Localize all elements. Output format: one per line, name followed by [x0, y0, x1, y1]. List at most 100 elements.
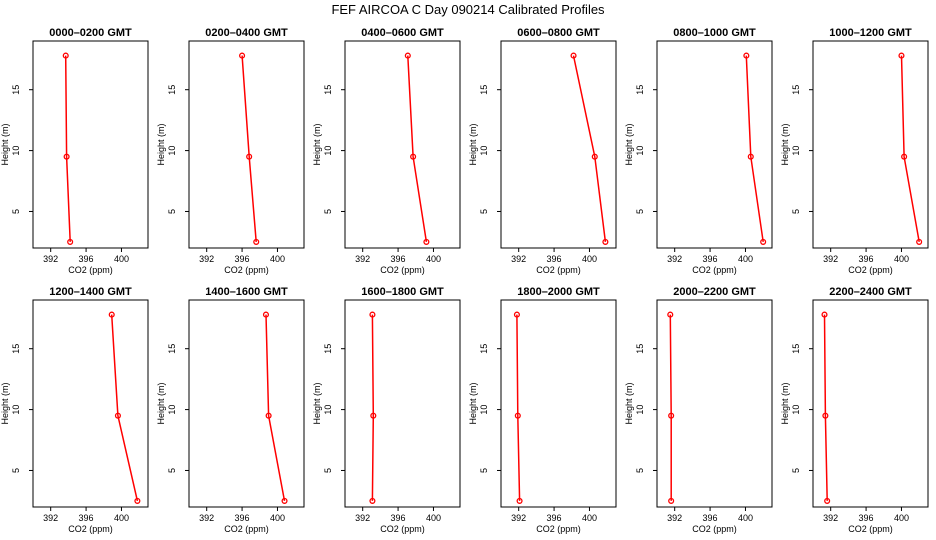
y-tick-label: 10 [11, 146, 21, 156]
data-point [901, 153, 908, 160]
data-point [824, 497, 831, 504]
y-tick-label: 10 [11, 405, 21, 415]
x-tick-label: 400 [894, 254, 909, 264]
x-tick-label: 396 [703, 513, 718, 523]
y-tick-label: 10 [167, 405, 177, 415]
plot-frame [188, 40, 305, 249]
data-point [253, 238, 260, 245]
data-point [668, 412, 675, 419]
y-tick-label: 15 [11, 344, 21, 354]
panel-title: 2000–2200 GMT [673, 286, 756, 298]
y-tick-label: 10 [635, 405, 645, 415]
panel-title: 1400–1600 GMT [205, 286, 288, 298]
x-tick-label: 396 [79, 254, 94, 264]
panel-title: 2200–2400 GMT [829, 286, 912, 298]
y-axis-label: Height (m) [624, 382, 634, 424]
y-tick-label: 15 [323, 344, 333, 354]
data-point [108, 311, 115, 318]
data-point [516, 497, 523, 504]
y-tick-label: 5 [479, 468, 489, 473]
y-tick-label: 10 [791, 146, 801, 156]
x-axis-label: CO2 (ppm) [692, 524, 737, 534]
x-tick-label: 392 [355, 513, 370, 523]
x-axis-label: CO2 (ppm) [848, 524, 893, 534]
x-axis-label: CO2 (ppm) [380, 524, 425, 534]
series-line [371, 314, 375, 501]
x-tick-label: 396 [547, 513, 562, 523]
panel-title: 0000–0200 GMT [49, 27, 132, 39]
y-axis-label: Height (m) [312, 123, 322, 165]
data-point [423, 238, 430, 245]
series-line [669, 314, 672, 501]
data-point [898, 52, 905, 59]
y-tick-label: 5 [323, 468, 333, 473]
data-point [114, 412, 121, 419]
panel-title: 0800–1000 GMT [673, 27, 756, 39]
data-point [62, 52, 69, 59]
panel-title: 1000–1200 GMT [829, 27, 912, 39]
series-line [265, 314, 286, 502]
x-axis-label: CO2 (ppm) [848, 265, 893, 275]
x-tick-label: 392 [823, 254, 838, 264]
plot-frame [500, 40, 617, 249]
x-tick-label: 396 [859, 513, 874, 523]
data-point [747, 153, 754, 160]
y-tick-label: 10 [479, 146, 489, 156]
x-tick-label: 392 [511, 254, 526, 264]
plot-frame [344, 299, 461, 508]
y-tick-label: 10 [167, 146, 177, 156]
y-tick-label: 15 [167, 344, 177, 354]
plot-frame [500, 299, 617, 508]
plot-frame [188, 299, 305, 508]
x-tick-label: 396 [391, 513, 406, 523]
data-point [134, 497, 141, 504]
x-tick-label: 400 [894, 513, 909, 523]
panel-title: 1800–2000 GMT [517, 286, 600, 298]
x-axis-label: CO2 (ppm) [224, 265, 269, 275]
figure-title: FEF AIRCOA C Day 090214 Calibrated Profi… [331, 2, 605, 17]
data-point [821, 311, 828, 318]
y-tick-label: 15 [635, 85, 645, 95]
y-tick-label: 15 [791, 344, 801, 354]
y-tick-label: 15 [167, 85, 177, 95]
x-tick-label: 392 [667, 513, 682, 523]
series-line [823, 314, 828, 501]
y-tick-label: 5 [11, 209, 21, 214]
y-axis-label: Height (m) [156, 382, 166, 424]
x-tick-label: 396 [235, 254, 250, 264]
y-axis-label: Height (m) [624, 123, 634, 165]
data-point [916, 238, 923, 245]
y-tick-label: 5 [323, 209, 333, 214]
y-tick-label: 15 [11, 85, 21, 95]
y-axis-label: Height (m) [780, 123, 790, 165]
series-line [407, 55, 428, 243]
x-tick-label: 400 [114, 513, 129, 523]
data-point [822, 412, 829, 419]
data-point [410, 153, 417, 160]
data-point [513, 311, 520, 318]
series-line [241, 55, 257, 242]
y-axis-label: Height (m) [0, 123, 10, 165]
data-point [67, 238, 74, 245]
y-tick-label: 15 [323, 85, 333, 95]
series-line [745, 55, 764, 243]
data-point [281, 497, 288, 504]
plot-frame [656, 299, 773, 508]
data-point [265, 412, 272, 419]
data-point [239, 52, 246, 59]
y-axis-label: Height (m) [468, 382, 478, 424]
series-line [110, 314, 139, 502]
data-point [570, 52, 577, 59]
data-point [370, 412, 377, 419]
data-point [63, 153, 70, 160]
plot-frame [812, 299, 929, 508]
